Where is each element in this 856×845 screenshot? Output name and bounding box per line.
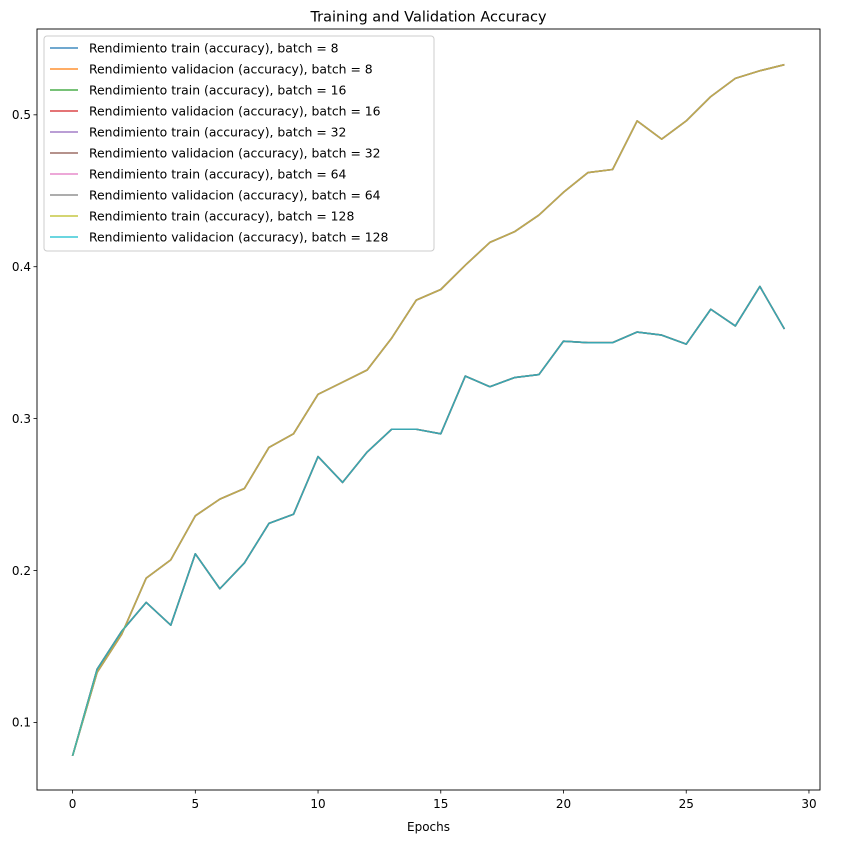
legend-label: Rendimiento validacion (accuracy), batch… <box>89 103 381 118</box>
x-tick-label: 0 <box>69 797 77 811</box>
x-axis-ticks: 0 5 10 15 20 25 30 <box>69 790 817 811</box>
legend-frame <box>43 35 435 252</box>
legend-label: Rendimiento train (accuracy), batch = 8 <box>89 40 339 55</box>
chart-title: Training and Validation Accuracy <box>309 10 547 26</box>
x-axis-title: Epochs <box>407 820 450 834</box>
x-tick-label: 10 <box>310 797 325 811</box>
y-tick-label: 0.1 <box>12 716 31 730</box>
legend-label: Rendimiento validacion (accuracy), batch… <box>89 229 389 244</box>
legend-label: Rendimiento validacion (accuracy), batch… <box>89 61 373 76</box>
legend: Rendimiento train (accuracy), batch = 8 R… <box>43 35 435 252</box>
x-tick-label: 15 <box>433 797 448 811</box>
y-tick-label: 0.4 <box>12 260 31 274</box>
x-tick-label: 5 <box>191 797 199 811</box>
legend-label: Rendimiento validacion (accuracy), batch… <box>89 145 381 160</box>
y-tick-label: 0.3 <box>12 412 31 426</box>
legend-label: Rendimiento train (accuracy), batch = 16 <box>89 82 347 97</box>
series-layer <box>71 63 786 757</box>
plot-frame <box>36 28 821 791</box>
legend-label: Rendimiento train (accuracy), batch = 64 <box>89 166 347 181</box>
y-tick-label: 0.2 <box>12 564 31 578</box>
x-tick-label: 20 <box>556 797 571 811</box>
x-tick-label: 30 <box>801 797 816 811</box>
legend-label: Rendimiento train (accuracy), batch = 12… <box>89 208 354 223</box>
y-tick-label: 0.5 <box>12 108 31 122</box>
x-tick-label: 25 <box>679 797 694 811</box>
y-axis-ticks: 0.1 0.2 0.3 0.4 0.5 <box>12 108 37 730</box>
series-line-9 <box>71 63 785 757</box>
series-line-10 <box>71 285 786 757</box>
legend-label: Rendimiento train (accuracy), batch = 32 <box>89 124 346 139</box>
legend-label: Rendimiento validacion (accuracy), batch… <box>89 187 381 202</box>
